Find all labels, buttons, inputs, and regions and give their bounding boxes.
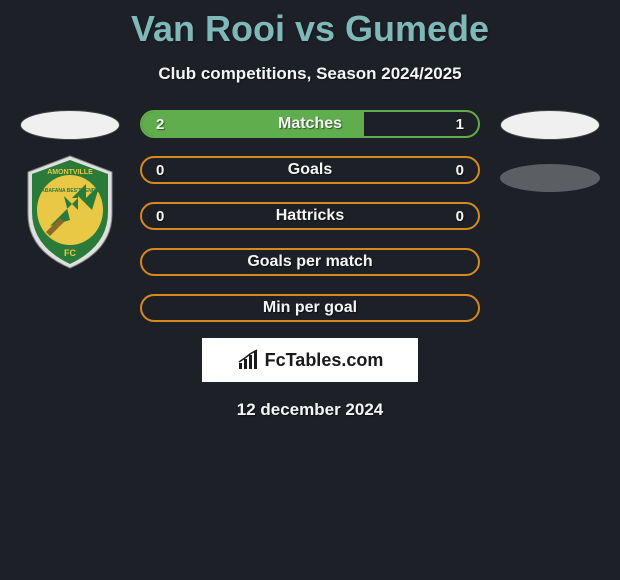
- stat-right-value: 0: [310, 158, 478, 182]
- stat-left-value: 0: [142, 158, 310, 182]
- logo-text-bottom: FC: [64, 248, 76, 258]
- stat-right-value: [310, 296, 478, 320]
- stat-row-goals: 00Goals: [140, 156, 480, 184]
- main-layout: AMONTVILLE ABAFANA BES'THENDE FC 21Match…: [10, 110, 610, 322]
- stat-row-min-per-goal: Min per goal: [140, 294, 480, 322]
- right-player-avatar: [500, 110, 600, 140]
- logo-text-top: AMONTVILLE: [47, 169, 93, 176]
- left-team-logo: AMONTVILLE ABAFANA BES'THENDE FC: [20, 154, 120, 270]
- stat-right-value: 1: [364, 112, 478, 136]
- stat-row-matches: 21Matches: [140, 110, 480, 138]
- brand-badge[interactable]: FcTables.com: [202, 338, 418, 382]
- stat-right-value: [310, 250, 478, 274]
- stat-left-value: 2: [142, 112, 364, 136]
- shield-logo-icon: AMONTVILLE ABAFANA BES'THENDE FC: [20, 154, 120, 270]
- right-team-placeholder: [500, 164, 600, 192]
- stat-left-value: [142, 296, 310, 320]
- left-player-avatar: [20, 110, 120, 140]
- stats-column: 21Matches 00Goals 00Hattricks Goals per mat…: [130, 110, 490, 322]
- footer-date: 12 december 2024: [10, 400, 610, 420]
- left-player-column: AMONTVILLE ABAFANA BES'THENDE FC: [10, 110, 130, 322]
- stat-row-hattricks: 00Hattricks: [140, 202, 480, 230]
- brand-text: FcTables.com: [265, 350, 384, 371]
- comparison-card: Van Rooi vs Gumede Club competitions, Se…: [0, 0, 620, 420]
- right-player-column: [490, 110, 610, 322]
- logo-text-mid: ABAFANA BES'THENDE: [41, 188, 99, 194]
- stat-right-value: 0: [310, 204, 478, 228]
- stat-left-value: 0: [142, 204, 310, 228]
- page-title: Van Rooi vs Gumede: [10, 0, 610, 50]
- page-subtitle: Club competitions, Season 2024/2025: [10, 64, 610, 84]
- stat-row-goals-per-match: Goals per match: [140, 248, 480, 276]
- stat-left-value: [142, 250, 310, 274]
- chart-icon: [237, 349, 259, 371]
